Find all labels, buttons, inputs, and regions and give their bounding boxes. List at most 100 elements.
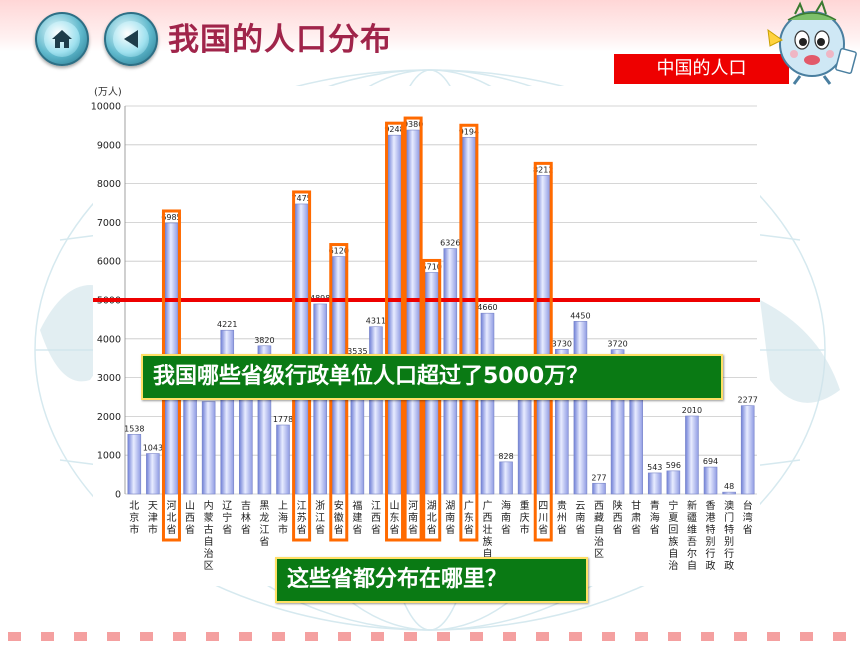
bar-value-label: 1778 (273, 415, 293, 424)
footer-square (437, 632, 450, 641)
bar (722, 491, 736, 495)
bar (480, 312, 495, 495)
bar-value-label: 3730 (552, 339, 572, 348)
question-1-banner: 我国哪些省级行政单位人口超过了5000万？ (141, 354, 723, 400)
bar-value-label: 9194 (459, 127, 479, 136)
bar (387, 134, 402, 495)
highlight-box (403, 116, 423, 542)
x-tick-label: 台湾省 (743, 499, 753, 536)
y-tick-label: 2000 (97, 412, 121, 423)
bar (740, 405, 755, 495)
x-tick-label: 宁夏回族自治 (668, 499, 678, 572)
bar-value-label: 8212 (533, 165, 553, 174)
x-tick-label: 新疆维吾尔自 (687, 499, 697, 572)
home-icon (44, 21, 80, 57)
bar (517, 385, 532, 495)
x-tick-label: 安徽省 (334, 499, 344, 536)
bar (201, 401, 216, 495)
bar (666, 470, 681, 495)
bar (276, 424, 290, 495)
bar-value-label: 4450 (570, 311, 590, 320)
footer-square (74, 632, 87, 641)
footer-square (338, 632, 351, 641)
bar-value-label: 2277 (738, 396, 758, 405)
footer-square (536, 632, 549, 641)
highlight-box (422, 258, 442, 542)
bar-value-label: 596 (666, 461, 681, 470)
bar-value-label: 694 (703, 457, 718, 466)
mascot-illustration (767, 0, 857, 85)
footer-square (569, 632, 582, 641)
bar (685, 415, 699, 495)
back-button[interactable] (104, 12, 158, 66)
x-tick-label: 海南省 (501, 499, 511, 536)
x-tick-label: 河南省 (408, 500, 418, 536)
x-tick-label: 湖南省 (445, 500, 455, 536)
y-tick-label: 6000 (97, 257, 121, 268)
x-tick-label: 吉林省 (241, 500, 251, 536)
bar (573, 321, 588, 495)
x-tick-label: 江苏省 (297, 500, 307, 536)
bar-value-label: 3720 (607, 340, 627, 349)
bar-value-label: 7475 (291, 194, 311, 203)
footer-square (701, 632, 714, 641)
bar (406, 129, 420, 495)
bar (462, 136, 476, 495)
x-tick-label: 上海市 (278, 500, 288, 536)
bar-value-label: 6326 (440, 239, 460, 248)
footer-square (734, 632, 747, 641)
footer-square (239, 632, 252, 641)
y-tick-label: 9000 (97, 140, 121, 151)
bar (239, 388, 253, 495)
decorative-footer-strip (0, 630, 860, 644)
highlight-box (385, 121, 405, 542)
bar-value-label: 4221 (217, 320, 237, 329)
x-tick-label: 澳门特别行政 (724, 499, 734, 572)
footer-square (305, 632, 318, 641)
footer-square (371, 632, 384, 641)
x-tick-label: 广东省 (464, 500, 474, 536)
bar-value-label: 3820 (254, 336, 274, 345)
bar (294, 203, 309, 495)
footer-square (767, 632, 780, 641)
footer-square (41, 632, 54, 641)
y-tick-label: 3000 (97, 373, 121, 384)
bar (369, 326, 383, 495)
bar-value-label: 543 (647, 463, 662, 472)
x-tick-label: 北京市 (129, 500, 139, 536)
bar-value-label: 277 (591, 473, 606, 482)
bar (536, 175, 551, 495)
x-tick-label: 山东省 (390, 500, 400, 536)
bar (703, 466, 718, 495)
bar-value-label: 9248 (384, 125, 404, 134)
x-tick-label: 甘肃省 (631, 499, 641, 536)
x-tick-label: 内蒙古自治区 (204, 499, 214, 572)
highlight-box (533, 161, 553, 542)
y-tick-label: 10000 (91, 102, 121, 113)
footer-square (800, 632, 813, 641)
y-tick-label: 7000 (97, 218, 121, 229)
page-title: 我国的人口分布 (168, 22, 392, 58)
footer-square (8, 632, 21, 641)
bar-value-label: 4660 (477, 303, 497, 312)
y-axis-label: (万人) (94, 86, 122, 98)
bar-value-label: 9380 (403, 120, 423, 129)
footer-square (503, 632, 516, 641)
footer-square (470, 632, 483, 641)
bar-value-label: 828 (498, 452, 513, 461)
x-tick-label: 云南省 (575, 501, 585, 536)
bar-value-label: 6120 (329, 247, 349, 256)
section-tag: 中国的人口 (614, 54, 789, 84)
bar (629, 393, 643, 495)
x-tick-label: 天津市 (148, 501, 158, 536)
x-tick-label: 香港特别行政 (706, 500, 716, 572)
y-tick-label: 0 (115, 490, 121, 501)
bar-value-label: 3535 (347, 347, 367, 356)
home-button[interactable] (35, 12, 89, 66)
highlight-box (459, 123, 479, 542)
x-tick-label: 山西省 (185, 500, 195, 536)
bar-value-label: 48 (724, 482, 734, 491)
x-tick-label: 西藏自治区 (594, 501, 604, 560)
x-tick-label: 广西壮族自 (482, 500, 492, 560)
